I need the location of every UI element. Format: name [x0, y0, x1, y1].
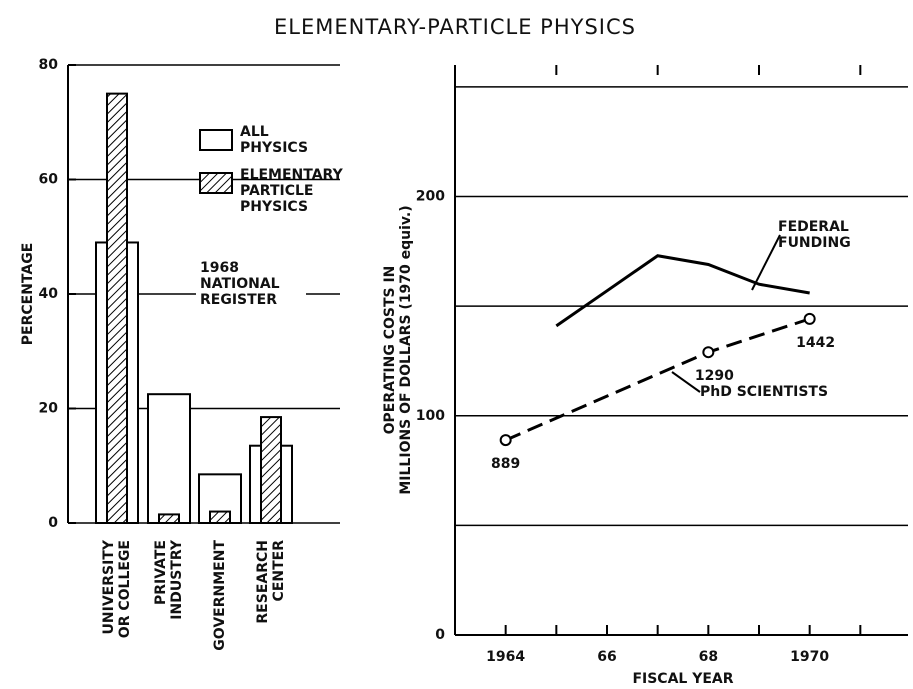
x-tick-label: PRIVATEINDUSTRY — [153, 539, 185, 620]
bar — [147, 393, 191, 524]
annotation: 1968 NATIONAL REGISTER — [200, 260, 280, 308]
series-label: FEDERAL FUNDING — [778, 219, 851, 251]
y-tick-label: 0 — [48, 515, 58, 531]
bar — [158, 513, 180, 524]
y-tick-label: 40 — [39, 286, 59, 302]
x-tick-label: 1970 — [790, 649, 829, 665]
annotation-arrow — [671, 371, 701, 393]
annotation-bg — [196, 248, 306, 318]
point — [702, 346, 715, 359]
x-tick-label: RESEARCHCENTER — [255, 540, 287, 624]
figure-title: ELEMENTARY-PARTICLE PHYSICS — [274, 15, 636, 39]
bar — [260, 416, 282, 524]
x-tick-label: 66 — [597, 649, 616, 665]
legend-label: ELEMENTARY PARTICLE PHYSICS — [240, 167, 344, 215]
point — [803, 312, 816, 325]
x-tick-label: UNIVERSITYOR COLLEGE — [101, 539, 133, 638]
y-tick-label: 60 — [39, 172, 59, 188]
y-axis-label: OPERATING COSTS INMILLIONS OF DOLLARS (1… — [382, 205, 414, 494]
line-series — [505, 317, 811, 442]
x-tick-label: GOVERNMENT — [212, 540, 228, 651]
bar — [106, 92, 128, 524]
legend-label: ALL PHYSICS — [240, 124, 308, 156]
point — [499, 434, 512, 447]
annotation-arrow — [751, 234, 781, 291]
x-tick-label: 1964 — [486, 649, 525, 665]
y-tick-label: 100 — [416, 408, 445, 424]
data-label: 1442 — [796, 335, 835, 351]
y-tick-label: 80 — [39, 57, 59, 73]
y-tick-label: 200 — [416, 189, 445, 205]
y-tick-label: 20 — [39, 401, 59, 417]
y-tick-label: 0 — [435, 627, 445, 643]
line-series — [555, 254, 810, 328]
bar — [209, 510, 231, 524]
y-axis-label: PERCENTAGE — [20, 243, 36, 346]
legend-swatch — [199, 129, 233, 151]
data-label: 1290 — [695, 368, 734, 384]
legend-swatch — [199, 172, 233, 194]
data-label: 889 — [491, 456, 520, 472]
series-label: PhD SCIENTISTS — [700, 384, 828, 400]
x-axis-label: FISCAL YEAR — [632, 671, 733, 687]
x-tick-label: 68 — [699, 649, 718, 665]
